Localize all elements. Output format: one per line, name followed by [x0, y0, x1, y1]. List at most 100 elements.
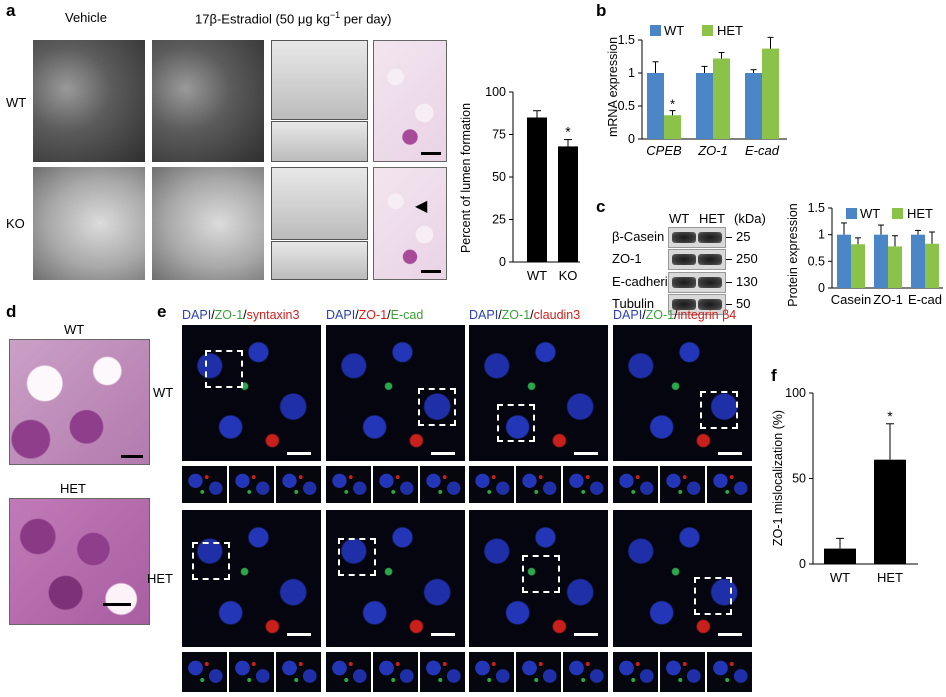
stain-part: / [387, 308, 391, 322]
whole-mount-ko-vehicle [33, 167, 145, 280]
stain-part: claudin3 [533, 308, 581, 322]
inset-wt [420, 466, 465, 503]
stain-part: DAPI [182, 308, 212, 322]
fluorescence-het [326, 510, 465, 647]
zoom-box-het [694, 577, 732, 615]
fluorescence-wt [326, 325, 465, 461]
row-label-e-het: HET [147, 571, 173, 586]
significance-marker: * [565, 124, 571, 140]
inset-wt [373, 466, 418, 503]
y-tick-label: 1.5 [618, 33, 635, 47]
bar-wt-zo-1 [696, 73, 713, 139]
y-tick-label: 100 [785, 386, 806, 400]
stain-part: syntaxin3 [246, 308, 300, 322]
inset-wt [613, 466, 658, 503]
stain-part: DAPI [469, 308, 499, 322]
panel-label-b: b [596, 1, 607, 20]
kda-tick [726, 304, 732, 305]
bar-wt [527, 117, 547, 262]
inset-het [229, 652, 274, 692]
x-tick-label: CPEB [646, 143, 682, 158]
x-tick-label: WT [830, 570, 850, 585]
chart-protein-expression: Protein expression WT HET 0 0.5 1 1.5 Casei… [786, 201, 943, 307]
y-tick-label: 0 [818, 281, 825, 295]
inset-het [469, 652, 514, 692]
bar-wt-cpeb [647, 73, 664, 139]
chart-zo1-mislocalization: ZO-1 mislocalization (%) 0 50 100 WT * HET [771, 386, 918, 585]
y-tick-label: 0.5 [808, 254, 825, 268]
bar-wt-zo-1 [874, 234, 888, 288]
stain-header: DAPI/ZO-1/claudin3 [469, 308, 580, 322]
stain-part: ZO-1 [501, 308, 531, 322]
duct-wt-lower [271, 121, 368, 162]
significance-marker: * [887, 408, 893, 424]
y-tick-label: 25 [492, 213, 506, 227]
whole-mount-ko-estradiol [152, 167, 264, 280]
panel-label-e: e [157, 302, 167, 321]
chart-mrna-expression: mRNA expression WT HET 0 0.5 1 1.5 * CPEB ZO-… [606, 23, 787, 158]
he-section-wt [373, 40, 447, 162]
inset-wt [229, 466, 274, 503]
inset-wt [660, 466, 705, 503]
inset-wt [707, 466, 752, 503]
inset-het [420, 652, 465, 692]
stain-part: / [498, 308, 502, 322]
whole-mount-wt-estradiol [152, 40, 264, 162]
kda-tick [726, 237, 732, 238]
scale-bar-e-het [287, 633, 311, 636]
inset-wt [563, 466, 608, 503]
x-tick-label: WT [527, 268, 547, 283]
inset-het [326, 652, 371, 692]
bar-het-e-cad [925, 243, 939, 288]
zoom-box-wt [418, 388, 456, 426]
x-tick-label: ZO-1 [873, 292, 903, 307]
blot-unit: (kDa) [734, 211, 766, 226]
x-tick-label: E-cad [908, 292, 942, 307]
row-label-d-het: HET [60, 481, 86, 496]
inset-het [182, 652, 227, 692]
blot-row-label: Tubulin [612, 296, 655, 311]
y-tick-label: 1 [818, 228, 825, 242]
y-tick-label: 1.5 [808, 201, 825, 215]
kda-tick [726, 259, 732, 260]
arrowhead-icon: ◀ [415, 198, 428, 215]
inset-wt [469, 466, 514, 503]
he-section-ko [373, 167, 447, 280]
scale-bar-e-het [718, 633, 742, 636]
he-tissue-wt [9, 339, 150, 465]
y-tick-label: 0 [628, 132, 635, 146]
bar-het-e-cad [762, 48, 779, 139]
blot-band [698, 277, 722, 288]
x-tick-label: E-cad [745, 143, 780, 158]
stain-part: ZO-1 [358, 308, 388, 322]
row-label-wt: WT [6, 95, 27, 110]
blot-row-label: β-Casein [612, 229, 665, 244]
x-tick-label: HET [877, 570, 903, 585]
chart-lumen-formation: Percent of lumen formation 0 25 50 75 100 WT… [459, 85, 580, 283]
kda-marker: 25 [736, 229, 751, 244]
y-tick-label: 75 [492, 128, 506, 142]
blot-band [698, 232, 722, 243]
y-tick-label: 100 [485, 85, 506, 99]
zoom-box-wt [497, 404, 535, 442]
inset-het [276, 652, 321, 692]
bar-wt [824, 548, 856, 564]
legend-label-het: HET [717, 23, 743, 38]
x-tick-label: KO [559, 268, 578, 283]
bar-het-cpeb [664, 115, 681, 139]
stain-header: DAPI/ZO-1/syntaxin3 [182, 308, 299, 322]
row-label-d-wt: WT [64, 322, 85, 337]
y-axis-label: ZO-1 mislocalization (%) [771, 410, 785, 546]
kda-marker: 130 [736, 274, 758, 289]
scale-bar-d-het [103, 603, 131, 606]
scale-bar-e-het [431, 633, 455, 636]
inset-wt [182, 466, 227, 503]
row-label-e-wt: WT [153, 385, 174, 400]
stain-part: / [530, 308, 534, 322]
legend-label-wt: WT [860, 206, 880, 221]
stain-part: / [355, 308, 359, 322]
column-label-estradiol: 17β-Estradiol (50 μg kg−1 per day) [195, 10, 392, 27]
scale-bar-e-wt [287, 452, 311, 455]
panel-label-c: c [596, 197, 606, 216]
scale-bar-e-het [574, 633, 598, 636]
